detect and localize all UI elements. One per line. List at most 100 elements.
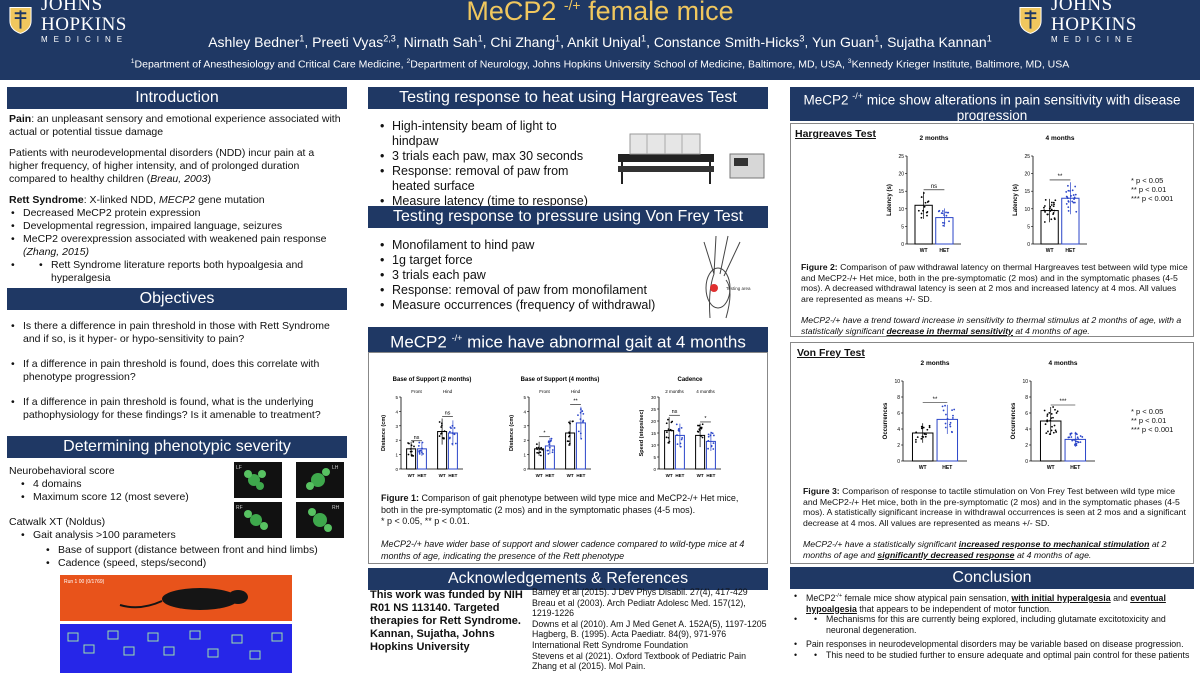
data-point	[1070, 432, 1073, 435]
data-point	[711, 432, 714, 435]
data-point	[951, 417, 954, 419]
significance-marker: ***	[1059, 399, 1067, 405]
data-point	[707, 435, 710, 438]
x-tick-label: HET	[448, 473, 457, 478]
data-point	[667, 418, 669, 421]
list-item: •This need to be studied further to ensu…	[792, 650, 1192, 661]
data-point	[451, 443, 454, 445]
y-tick-label: 10	[894, 379, 900, 385]
data-point	[1043, 409, 1046, 412]
data-point	[665, 422, 668, 425]
neuro-score-label: Neurobehavioral score	[9, 465, 115, 477]
data-point	[710, 444, 713, 447]
data-point	[914, 441, 917, 443]
y-tick-label: 5	[395, 395, 398, 400]
data-point	[1052, 406, 1055, 408]
section-gait-heading: MeCP2 -/+ mice have abnormal gait at 4 m…	[368, 327, 768, 354]
logo-sub: MEDICINE	[41, 35, 129, 44]
reference-item: Breau et al (2003). Arch Pediatr Adolesc…	[532, 597, 746, 619]
data-point	[1081, 436, 1084, 438]
svg-text:RF: RF	[236, 505, 243, 511]
logo-name: JOHNS HOPKINS	[1051, 0, 1137, 35]
data-point	[449, 436, 451, 439]
data-point	[941, 221, 944, 224]
list-item: 3 trials each paw, max 30 seconds	[370, 149, 606, 164]
list-item: Response: removal of paw from monofilame…	[370, 283, 660, 298]
data-point	[1051, 425, 1053, 428]
y-tick-label: 4	[897, 427, 900, 433]
group-label: Front	[411, 389, 422, 394]
affiliations: 1Department of Anesthesiology and Critic…	[130, 58, 1070, 71]
section-conclusion-heading: Conclusion	[790, 567, 1194, 589]
data-point	[1050, 218, 1053, 221]
data-point	[1076, 440, 1079, 443]
data-point	[952, 414, 954, 417]
section-ack-heading: Acknowledgements & References	[368, 568, 768, 590]
y-axis-label: Latency (s)	[1013, 184, 1019, 216]
data-point	[1065, 191, 1068, 193]
data-point	[568, 442, 571, 445]
section-objectives-heading: Objectives	[7, 288, 347, 310]
data-point	[1067, 206, 1070, 209]
y-axis-label: Distance (cm)	[509, 415, 515, 451]
data-point	[412, 454, 415, 457]
data-point	[1066, 197, 1069, 200]
y-tick-label: 15	[1024, 189, 1030, 195]
data-point	[712, 442, 715, 445]
data-point	[1043, 206, 1045, 209]
y-tick-label: 20	[651, 419, 657, 424]
data-point	[1050, 413, 1053, 415]
data-point	[949, 421, 952, 424]
data-point	[1074, 443, 1077, 446]
data-point	[1044, 423, 1047, 426]
group-label: Hind	[443, 389, 453, 394]
section-heat-test-heading: Testing response to heat using Hargreave…	[368, 87, 768, 109]
data-point	[1044, 198, 1047, 201]
y-axis-label: Occurrences	[883, 402, 889, 439]
list-item: Measure latency (time to response)	[370, 194, 606, 209]
data-point	[951, 409, 953, 412]
data-point	[680, 426, 683, 429]
data-point	[536, 451, 539, 454]
list-item: Monofilament to hind paw	[370, 238, 660, 253]
data-point	[1071, 439, 1074, 442]
data-point	[535, 443, 538, 446]
data-point	[712, 434, 715, 437]
data-point	[707, 439, 710, 442]
y-tick-label: 20	[898, 172, 904, 178]
data-point	[923, 433, 926, 435]
data-point	[710, 431, 713, 434]
data-point	[1065, 203, 1068, 205]
data-point	[671, 420, 674, 423]
data-point	[680, 438, 683, 441]
logo-name: JOHNS HOPKINS	[41, 0, 127, 35]
data-point	[540, 446, 543, 449]
data-point	[678, 430, 680, 432]
funding-statement: This work was funded by NIH R01 NS 11314…	[370, 589, 523, 653]
data-point	[438, 421, 441, 423]
data-point	[1050, 201, 1053, 204]
data-point	[440, 422, 443, 425]
svg-text:LH: LH	[332, 465, 339, 471]
figure-3-caption: Figure 3: Comparison of response to tact…	[803, 486, 1186, 560]
data-point	[1053, 424, 1056, 427]
pressure-test-body: Monofilament to hind paw 1g target force…	[370, 238, 660, 313]
significance-marker: ns	[414, 435, 420, 441]
y-tick-label: 3	[395, 424, 398, 429]
data-point	[915, 438, 917, 441]
y-tick-label: 1	[523, 453, 526, 458]
data-point	[540, 454, 542, 457]
section-pain-results-heading: MeCP2 -/+ mice show alterations in pain …	[790, 87, 1194, 123]
significance-marker: **	[573, 398, 578, 404]
data-point	[928, 424, 931, 427]
significance-marker: *	[704, 416, 707, 422]
data-point	[948, 220, 950, 223]
data-point	[942, 409, 945, 412]
data-point	[1069, 190, 1071, 192]
svg-text:RH: RH	[332, 505, 340, 511]
x-tick-label: HET	[417, 473, 426, 478]
y-tick-label: 30	[651, 395, 657, 400]
data-point	[701, 423, 704, 426]
y-tick-label: 0	[523, 467, 526, 472]
data-point	[440, 424, 443, 427]
